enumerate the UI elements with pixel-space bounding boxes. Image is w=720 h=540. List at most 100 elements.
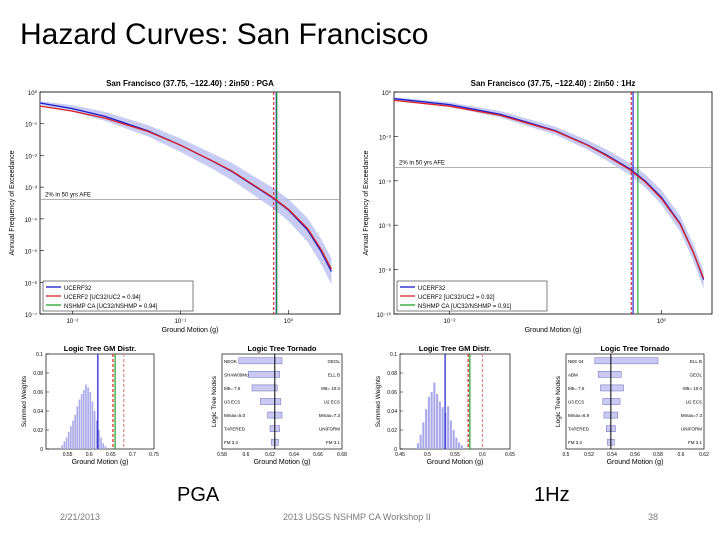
pga-gm-distr-bar (100, 437, 102, 449)
pga-hazard-plot-frame (39, 91, 341, 315)
pga-gm-distr-ytick-label: 0.02 (33, 428, 43, 434)
pga-gm-distr-bar (76, 406, 79, 449)
pga-gm-distr-xtick-label: 0.65 (106, 452, 116, 458)
1hz-gm-distr-bar (425, 409, 428, 449)
1hz-gm-distr-xtick-label: 0.5 (424, 452, 431, 458)
pga-gm-distr-bar (91, 401, 94, 449)
1hz-tornado-bar-u3-ecs (602, 398, 621, 405)
pga-tornado-node-left-label: Mmax=5.0 (224, 413, 246, 418)
pga-hazard-ytick-label: 10⁻⁵ (25, 249, 38, 256)
1hz-tornado-node-right-label: UNIFORM (681, 427, 702, 432)
footer-date: 2/21/2013 (60, 512, 101, 522)
1hz-tornado-node-left-label: TAPERED (568, 427, 590, 432)
1hz-gm-distr-bar (422, 422, 425, 449)
pga-tornado-node-right-label: UNIFORM (319, 427, 340, 432)
1hz-hazard-ylabel: Annual Frequency of Exceedance (363, 150, 370, 255)
pga-tornado-xlabel: Ground Motion (g) (254, 459, 311, 466)
pga-tornado-xtick-label: 0.58 (217, 452, 227, 458)
pga-gm-distr-bar (87, 387, 89, 449)
1hz-hazard-ytick-label: 10⁻⁸ (379, 268, 392, 275)
1hz-gm-distr-xlabel: Ground Motion (g) (427, 459, 484, 466)
1hz-hazard-series-ucerf2 (393, 99, 705, 279)
1hz-tornado-node-right-label: FM 3.1 (688, 440, 703, 445)
1hz-gm-distr-ylabel: Summed Weights (375, 375, 382, 427)
1hz-gm-distr-ytick-label: 0 (394, 447, 397, 453)
1hz-tornado-xtick-label: 0.58 (653, 452, 663, 458)
pga-tornado-title: Logic Tree Tornado (247, 344, 316, 353)
pga-gm-distr-bar (102, 443, 105, 449)
pga-hazard-afe-reference-label: 2% in 50 yrs AFE (45, 193, 91, 199)
1hz-gm-distr-bar (433, 382, 436, 449)
pga-hazard-legend-box (42, 280, 194, 312)
pga-gm-distr-ytick-label: 0.04 (33, 409, 43, 415)
1hz-tornado-node-left-label: ABM (568, 372, 578, 377)
pga-hazard-ylabel: Annual Frequency of Exceedance (9, 150, 16, 255)
pga-hazard-ytick-label: 10⁰ (28, 90, 38, 97)
1hz-gm-distr-ytick-label: 0.08 (387, 371, 397, 377)
1hz-gm-distr-xtick-label: 0.65 (505, 452, 515, 458)
pga-gm-distr-bar (61, 445, 64, 449)
1hz-gm-distr-ytick-label: 0.1 (390, 352, 397, 358)
pga-gm-distr-xtick-label: 0.55 (63, 452, 73, 458)
pga-tornado-node-left-label: U3 ECS (224, 400, 240, 405)
1hz-hazard-legend-box (396, 280, 548, 312)
pga-gm-distr-bar (95, 420, 98, 449)
pga-tornado-bar-neok (238, 357, 283, 365)
pga-tornado-bar-m5-7-6 (251, 384, 278, 392)
pga-tornado-bar-shaw09mo (248, 371, 280, 378)
pga-tornado-node-right-label: ELL B (328, 372, 340, 377)
pga-tornado-plot-frame (221, 353, 343, 450)
pga-tornado-node-left-label: SHAW09Mo (224, 372, 249, 377)
pga-gm-distr-bar (65, 437, 68, 449)
slide-title: Hazard Curves: San Francisco (20, 18, 429, 51)
1hz-gm-distr-xtick-label: 0.55 (450, 452, 460, 458)
1hz-gm-distr-bar (449, 420, 452, 449)
pga-tornado-xtick-label: 0.68 (337, 452, 347, 458)
1hz-hazard-ytick-label: 10⁻² (379, 135, 391, 141)
pga-tornado-node-right-label: U2 ECS (324, 400, 340, 405)
1hz-gm-distr-xtick-label: 0.45 (395, 452, 405, 458)
pga-tornado-xtick-label: 0.64 (289, 452, 299, 458)
1hz-tornado-node-left-label: FM 3.2 (568, 440, 583, 445)
1hz-tornado-node-left-label: Mmax=6.9 (568, 413, 590, 418)
1hz-gm-distr-bar (441, 407, 444, 449)
pga-tornado-xtick-label: 0.66 (313, 452, 323, 458)
pga-gm-distr-bar (93, 411, 96, 449)
pga-gm-distr-bar (67, 431, 70, 449)
1hz-tornado-xtick-label: 0.62 (699, 452, 709, 458)
1hz-gm-distr-bar (416, 443, 419, 449)
1hz-gm-distr-plot-frame (399, 353, 511, 450)
1hz-gm-distr-bar (438, 401, 441, 449)
1hz-gm-distr-bar (427, 396, 430, 449)
pga-gm-distr-ytick-label: 0 (40, 447, 43, 453)
pga-hazard-legend-entry-nshmp-ca: NSHMP CA [UC32/NSHMP = 0.94] (64, 304, 158, 310)
pga-tornado-xtick-label: 0.6 (243, 452, 250, 458)
1hz-tornado-xtick-label: 0.56 (630, 452, 640, 458)
1hz-hazard-ytick-label: 10⁰ (382, 90, 392, 97)
pga-hazard-ytick-label: 10⁻⁴ (25, 217, 38, 224)
footer-event: 2013 USGS NSHMP CA Workshop II (283, 512, 431, 522)
pga-hazard-ytick-label: 10⁻⁷ (25, 312, 37, 319)
pga-tornado-node-left-label: TAPERED (224, 427, 246, 432)
1hz-hazard-title: San Francisco (37.75, −122.40) : 2in50 :… (471, 79, 636, 88)
1hz-gm-distr-title: Logic Tree GM Distr. (419, 344, 492, 353)
pga-hazard-xtick-label: 10⁰ (284, 318, 294, 325)
1hz-gm-distr-xtick-label: 0.6 (479, 452, 486, 458)
pga-hazard-ytick-label: 10⁻¹ (25, 123, 37, 129)
1hz-hazard-afe-reference-label: 2% in 50 yrs AFE (399, 160, 445, 166)
pga-gm-distr-plot-frame (45, 353, 155, 450)
pga-tornado-bar-u3-ecs (260, 398, 282, 405)
1hz-tornado-xlabel: Ground Motion (g) (607, 459, 664, 466)
pga-hazard-series-ucerf2 (39, 105, 332, 270)
pga-hazard-xtick-label: 10⁻¹ (175, 319, 187, 325)
1hz-gm-distr-bar (452, 430, 455, 449)
pga-gm-distr-bar (82, 390, 85, 449)
1hz-gm-distr-bar (419, 434, 422, 449)
pga-gm-distr-title: Logic Tree GM Distr. (64, 344, 137, 353)
pga-tornado-node-right-label: Mmax=7.3 (319, 413, 341, 418)
pga-gm-distr-bar (85, 384, 87, 449)
pga-tornado-node-right-label: GEOL (327, 359, 340, 364)
1hz-tornado-xtick-label: 0.52 (584, 452, 594, 458)
pga-gm-distr-bar (78, 399, 81, 449)
